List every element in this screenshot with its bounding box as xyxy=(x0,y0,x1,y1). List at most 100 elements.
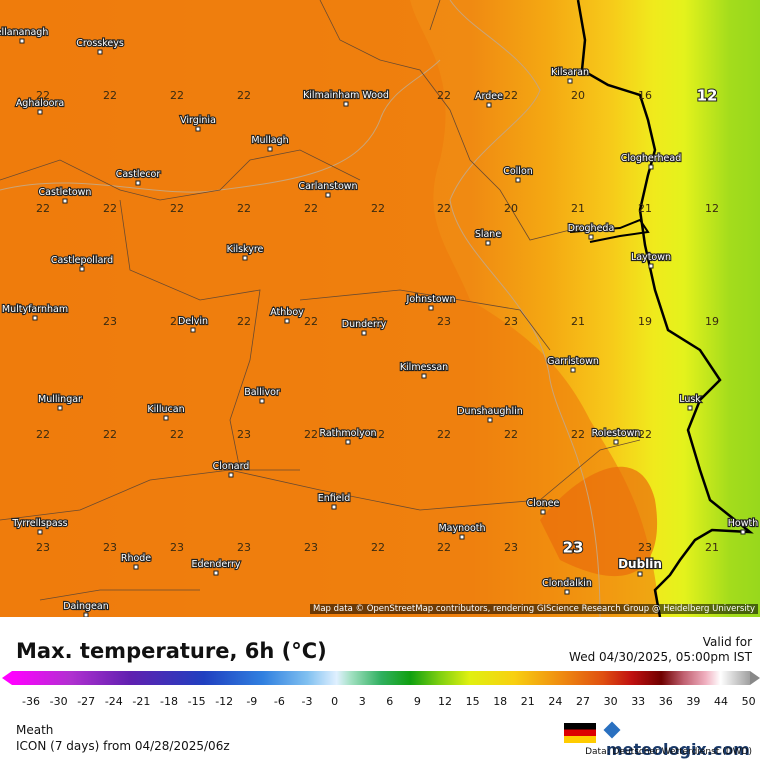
temperature-value: 21 xyxy=(571,315,585,328)
temperature-value: 22 xyxy=(371,428,385,441)
scale-tick-label: 44 xyxy=(714,695,728,708)
temperature-value: 22 xyxy=(371,89,385,102)
temperature-value: 22 xyxy=(237,202,251,215)
temperature-value: 23 xyxy=(170,541,184,554)
place-marker xyxy=(540,509,546,515)
place-label: ellananagh xyxy=(0,27,48,38)
place-marker xyxy=(284,318,290,324)
flag xyxy=(564,723,596,743)
place-label: Garristown xyxy=(547,356,599,367)
place-marker xyxy=(19,38,25,44)
map-attribution: Map data © OpenStreetMap contributors, r… xyxy=(310,604,758,614)
temperature-value: 20 xyxy=(571,89,585,102)
temperature-value: 23 xyxy=(437,315,451,328)
temperature-value: 22 xyxy=(304,202,318,215)
temperature-value: 22 xyxy=(504,89,518,102)
scale-tick-label: -12 xyxy=(215,695,234,708)
place-marker xyxy=(57,405,63,411)
place-marker xyxy=(588,234,594,240)
place-label: Kilmainham Wood xyxy=(303,90,389,101)
place-marker xyxy=(62,198,68,204)
place-marker xyxy=(567,78,573,84)
place-marker xyxy=(37,529,43,535)
place-marker xyxy=(459,534,465,540)
place-marker xyxy=(648,263,654,269)
temperature-value: 22 xyxy=(638,428,652,441)
place-marker xyxy=(648,164,654,170)
place-marker xyxy=(190,327,196,333)
temperature-value: 23 xyxy=(36,541,50,554)
place-label: Enfield xyxy=(318,493,351,504)
temperature-value: 22 xyxy=(237,315,251,328)
temperature-value: 16 xyxy=(638,89,652,102)
place-label: Slane xyxy=(475,229,502,240)
temperature-value: 22 xyxy=(371,315,385,328)
place-marker xyxy=(267,146,273,152)
temperature-value: 21 xyxy=(571,202,585,215)
scale-tick-label: 6 xyxy=(386,695,394,708)
temperature-value: 23 xyxy=(504,541,518,554)
place-marker xyxy=(133,564,139,570)
scale-tick-label: 50 xyxy=(741,695,756,708)
place-label: Rathmolyon xyxy=(319,428,376,439)
place-label: Kilsaran xyxy=(551,67,589,78)
temperature-value: 22 xyxy=(103,89,117,102)
place-marker xyxy=(515,177,521,183)
place-label: Clonard xyxy=(213,461,250,472)
temperature-value: 23 xyxy=(103,315,117,328)
temperature-value: 12 xyxy=(705,202,719,215)
model-run: ICON (7 days) from 04/28/2025/06z xyxy=(16,739,230,753)
scale-tick-label: 9 xyxy=(413,695,421,708)
temperature-value: 19 xyxy=(638,315,652,328)
place-marker xyxy=(345,439,351,445)
place-label: Ballivor xyxy=(244,387,280,398)
valid-time: Wed 04/30/2025, 05:00pm IST xyxy=(569,650,752,664)
place-label: Collon xyxy=(503,166,533,177)
place-label: Mullagh xyxy=(251,135,288,146)
temperature-value: 19 xyxy=(705,315,719,328)
temperature-value: 22 xyxy=(437,541,451,554)
scale-tick-label: 27 xyxy=(576,695,590,708)
place-marker xyxy=(79,266,85,272)
place-marker xyxy=(83,612,89,617)
place-label: Laytown xyxy=(631,252,671,263)
place-marker xyxy=(687,405,693,411)
coastline xyxy=(576,0,754,617)
scale-tick-label: -21 xyxy=(132,695,151,708)
estuary xyxy=(569,218,650,243)
place-marker xyxy=(637,571,643,577)
place-marker xyxy=(570,367,576,373)
place-marker xyxy=(485,240,491,246)
scale-tick-label: -6 xyxy=(273,695,285,708)
temperature-value: 22 xyxy=(170,428,184,441)
place-marker xyxy=(487,417,493,423)
place-label: Carlanstown xyxy=(298,181,357,192)
place-label: Kilmessan xyxy=(400,362,448,373)
scale-tick-label: -15 xyxy=(187,695,206,708)
temperature-value: 23 xyxy=(638,541,652,554)
scale-tick-label: 21 xyxy=(520,695,535,708)
temperature-value: 22 xyxy=(170,315,184,328)
temperature-value: 23 xyxy=(103,541,117,554)
scale-tick-label: 12 xyxy=(438,695,452,708)
place-marker xyxy=(428,305,434,311)
place-marker xyxy=(564,589,570,595)
temperature-value: 22 xyxy=(437,202,451,215)
place-marker xyxy=(228,472,234,478)
place-label: Killucan xyxy=(147,404,184,415)
temperature-value: 22 xyxy=(504,428,518,441)
scale-tick-label: 24 xyxy=(548,695,563,708)
legend: Max. temperature, 6h (°C) Valid for Wed … xyxy=(0,617,760,760)
region: Meath xyxy=(16,723,54,737)
temperature-value: 22 xyxy=(36,202,50,215)
scale-tick-label: 15 xyxy=(465,695,480,708)
temperature-value: 22 xyxy=(437,428,451,441)
temperature-value: 23 xyxy=(563,539,584,557)
scale-tick-label: 0 xyxy=(331,695,339,708)
place-marker xyxy=(37,109,43,115)
scale-arrow xyxy=(750,671,760,685)
place-label: Aghaloora xyxy=(16,98,64,109)
place-marker xyxy=(32,315,38,321)
temperature-value: 23 xyxy=(504,315,518,328)
